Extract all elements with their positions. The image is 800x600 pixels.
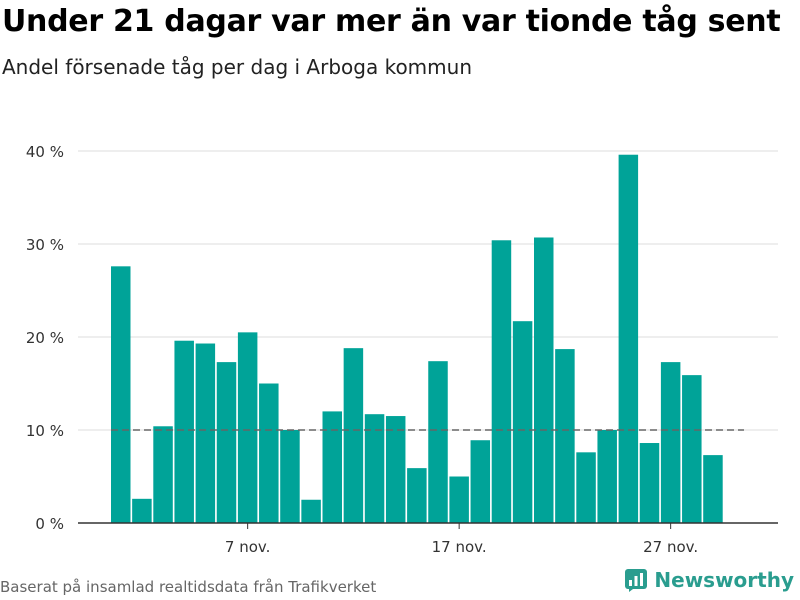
bar xyxy=(343,348,364,523)
bar xyxy=(703,455,723,523)
bar xyxy=(237,332,258,523)
bar xyxy=(597,430,617,523)
bar xyxy=(174,340,194,523)
brand-name: Newsworthy xyxy=(654,568,794,592)
source-note: Baserat på insamlad realtidsdata från Tr… xyxy=(0,578,377,596)
bar xyxy=(259,383,279,523)
chart-title: Under 21 dagar var mer än var tionde tåg… xyxy=(2,4,781,39)
bar xyxy=(301,499,321,523)
bar xyxy=(216,362,237,523)
bar xyxy=(470,440,491,523)
bars xyxy=(111,154,723,524)
bar xyxy=(111,266,131,523)
brand-logo: Newsworthy xyxy=(624,568,794,592)
bar xyxy=(639,443,660,523)
bar xyxy=(555,349,575,523)
bar xyxy=(660,362,681,523)
x-tick-label: 7 nov. xyxy=(225,538,270,556)
chart-subtitle: Andel försenade tåg per dag i Arboga kom… xyxy=(2,55,472,79)
y-tick-label: 10 % xyxy=(26,422,64,440)
bar xyxy=(385,416,406,523)
y-tick-label: 40 % xyxy=(26,143,64,161)
bar xyxy=(428,361,448,523)
y-tick-label: 0 % xyxy=(35,515,64,533)
bar xyxy=(322,411,342,523)
bar xyxy=(449,476,469,523)
y-tick-label: 20 % xyxy=(26,329,64,347)
x-tick-label: 27 nov. xyxy=(643,538,698,556)
bar xyxy=(195,343,216,523)
x-tick-label: 17 nov. xyxy=(432,538,487,556)
x-axis xyxy=(78,522,778,529)
bar xyxy=(153,426,173,523)
bar xyxy=(682,375,702,523)
bar xyxy=(132,498,152,523)
bar xyxy=(364,414,385,523)
y-axis-labels: 0 % 10 % 20 % 30 % 40 % xyxy=(26,143,64,533)
bar xyxy=(618,154,639,523)
bar-chart-logo-icon xyxy=(625,569,648,592)
bar xyxy=(512,321,533,523)
y-tick-label: 30 % xyxy=(26,236,64,254)
bar xyxy=(491,240,512,523)
x-axis-labels: 7 nov. 17 nov. 27 nov. xyxy=(225,538,698,556)
bar xyxy=(534,237,554,524)
bar xyxy=(280,430,300,523)
bar xyxy=(407,468,427,523)
bar xyxy=(576,452,596,523)
